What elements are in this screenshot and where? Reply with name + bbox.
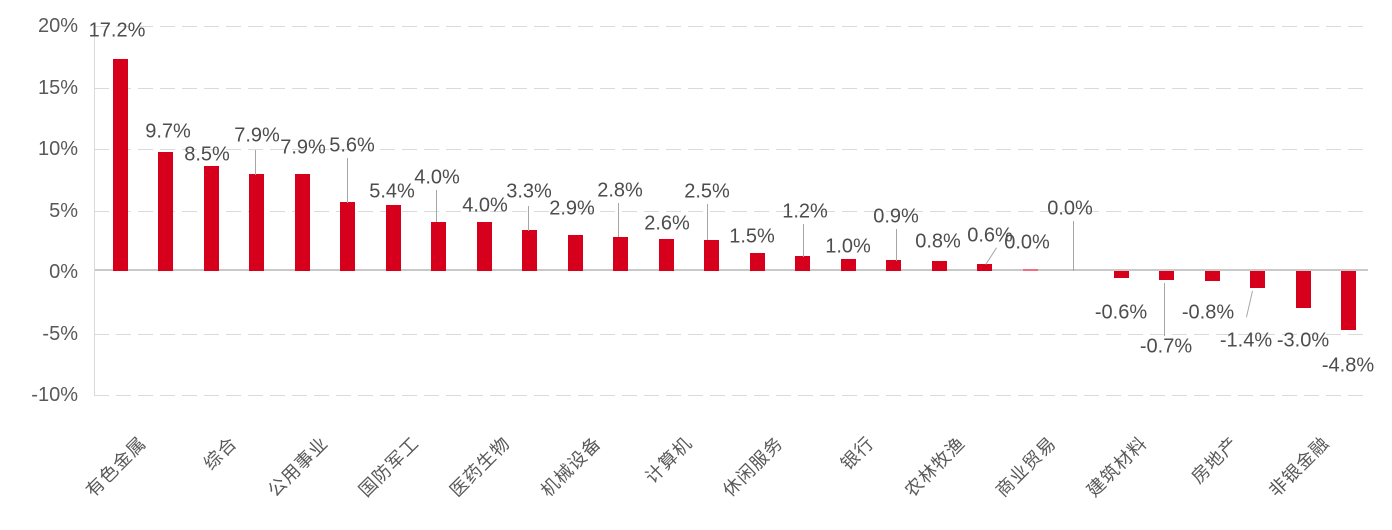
- bar[interactable]: [1205, 271, 1220, 281]
- bar-value-label: 2.8%: [597, 179, 643, 202]
- bar[interactable]: [841, 259, 856, 271]
- bar-value-label: 5.4%: [369, 180, 415, 203]
- y-axis-tick-label: 0%: [49, 261, 78, 283]
- bar-value-label: -0.6%: [1094, 301, 1148, 324]
- bar-value-label: 1.0%: [825, 235, 871, 258]
- category-label: 有色金属: [82, 432, 150, 501]
- category-label: 房地产: [1187, 432, 1242, 488]
- bar-value-label: 4.0%: [414, 166, 460, 189]
- bar[interactable]: [522, 230, 537, 271]
- y-axis-tick-label: 20%: [37, 15, 78, 37]
- bar-value-label: 0.6%: [967, 224, 1013, 247]
- bar-value-label: 1.2%: [782, 200, 828, 223]
- bar[interactable]: [340, 202, 355, 271]
- bar-value-label: -1.4%: [1219, 329, 1273, 352]
- bar[interactable]: [386, 205, 401, 271]
- category-label: 休闲服务: [719, 432, 787, 501]
- y-axis-tick-label: -10%: [31, 384, 78, 406]
- bar[interactable]: [1296, 271, 1311, 308]
- bar[interactable]: [977, 264, 992, 271]
- label-leader-line: [1073, 221, 1074, 271]
- y-axis-tick-label: 5%: [49, 200, 78, 222]
- category-label: 计算机: [641, 432, 696, 488]
- bar-value-label: 7.9%: [280, 136, 326, 159]
- bar[interactable]: [1114, 271, 1129, 278]
- gridline: [94, 88, 1368, 89]
- label-leader-line: [1164, 283, 1165, 336]
- bar[interactable]: [886, 260, 901, 271]
- bar[interactable]: [1159, 271, 1174, 280]
- gridline: [94, 211, 1368, 212]
- bar-value-label: 2.9%: [549, 197, 595, 220]
- bar[interactable]: [1250, 271, 1265, 288]
- y-axis-tick-label: -5%: [42, 323, 78, 345]
- bar[interactable]: [613, 237, 628, 271]
- bar[interactable]: [704, 240, 719, 271]
- y-axis-line: [94, 26, 95, 395]
- bar[interactable]: [750, 253, 765, 271]
- category-label: 综合: [199, 432, 241, 474]
- bar-value-label: 1.5%: [729, 225, 775, 248]
- bar-value-label: 3.3%: [506, 180, 552, 203]
- label-leader-line: [896, 229, 897, 261]
- bar-value-label: 9.7%: [145, 120, 191, 143]
- category-label: 商业贸易: [992, 432, 1060, 501]
- gridline: [94, 334, 1368, 335]
- bar-value-label: 7.9%: [234, 124, 280, 147]
- label-leader-line: [255, 150, 256, 175]
- bar[interactable]: [1341, 271, 1356, 330]
- bar[interactable]: [158, 152, 173, 271]
- bar-value-label: 0.8%: [915, 230, 961, 253]
- bar-value-label: 2.6%: [644, 212, 690, 235]
- category-label: 银行: [836, 432, 878, 474]
- bar-value-label: 0.0%: [1004, 231, 1050, 254]
- bar[interactable]: [659, 239, 674, 271]
- label-leader-line: [707, 204, 708, 240]
- category-label: 机械设备: [537, 432, 605, 501]
- bar[interactable]: [932, 261, 947, 271]
- y-axis-tick-label: 10%: [37, 138, 78, 160]
- label-leader-line: [436, 190, 437, 222]
- label-leader-line: [1246, 290, 1253, 318]
- category-label: 医药生物: [446, 432, 514, 501]
- bar[interactable]: [431, 222, 446, 271]
- category-label: 公用事业: [264, 432, 332, 501]
- category-label: 建筑材料: [1083, 432, 1151, 501]
- bar[interactable]: [204, 166, 219, 271]
- category-label: 非银金融: [1265, 432, 1333, 501]
- bar-value-label: 4.0%: [462, 194, 508, 217]
- label-leader-line: [347, 158, 348, 203]
- label-leader-line: [803, 224, 804, 257]
- bar-value-label: 17.2%: [88, 19, 146, 42]
- bar[interactable]: [477, 222, 492, 271]
- gridline: [94, 149, 1368, 150]
- label-leader-line: [618, 203, 619, 237]
- y-axis-tick-label: 15%: [37, 77, 78, 99]
- bar[interactable]: [113, 59, 128, 271]
- bar-value-label: 5.6%: [329, 134, 375, 157]
- gridline: [94, 395, 1368, 396]
- x-axis-zero-line: [94, 269, 1368, 271]
- bar[interactable]: [249, 174, 264, 271]
- bar-value-label: -0.8%: [1181, 301, 1235, 324]
- category-label: 国防军工: [355, 432, 423, 501]
- label-leader-line: [528, 206, 529, 231]
- bar[interactable]: [795, 256, 810, 271]
- category-label: 农林牧渔: [901, 432, 969, 501]
- label-leader-line: [985, 247, 997, 265]
- bar[interactable]: [568, 235, 583, 271]
- bar-value-label: 0.9%: [873, 205, 919, 228]
- bar-value-label: 2.5%: [684, 180, 730, 203]
- bar-value-label: 8.5%: [184, 143, 230, 166]
- bar-value-label: -0.7%: [1139, 335, 1193, 358]
- bar[interactable]: [1023, 269, 1038, 271]
- bar[interactable]: [295, 174, 310, 271]
- bar-value-label: 0.0%: [1047, 197, 1093, 220]
- bar-value-label: -4.8%: [1321, 354, 1375, 377]
- bar-value-label: -3.0%: [1276, 329, 1330, 352]
- gridline: [94, 26, 1368, 27]
